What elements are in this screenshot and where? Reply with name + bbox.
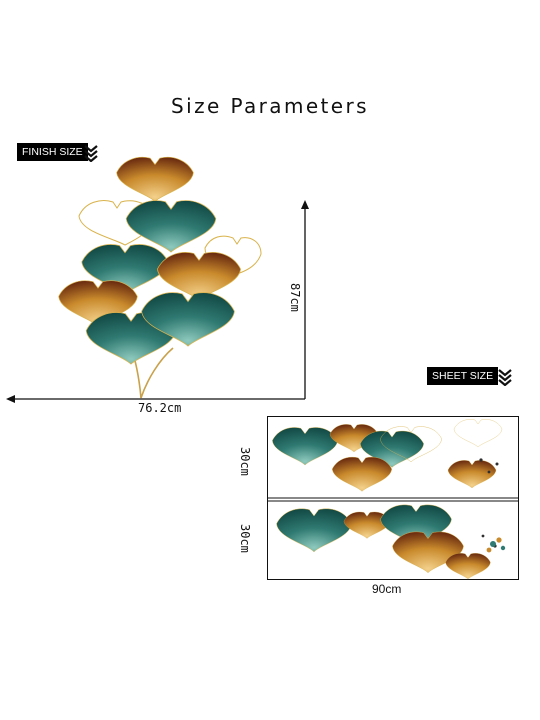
sticker-sheet xyxy=(267,416,519,580)
small-flower-sticker xyxy=(486,537,506,553)
sheet-height-top-label: 30cm xyxy=(238,447,252,476)
arrow-left-icon xyxy=(6,395,15,403)
sheet-size-tag: SHEET SIZE xyxy=(427,367,499,385)
chevron-down-double-icon xyxy=(84,145,98,162)
finish-width-label: 76.2cm xyxy=(138,401,182,415)
page-title: Size Parameters xyxy=(171,94,369,118)
finish-dimension-arrows xyxy=(6,200,309,403)
sheet-width-label: 90cm xyxy=(372,582,402,596)
finish-size-tag: FINISH SIZE xyxy=(17,143,88,161)
sheet-height-bottom-label: 30cm xyxy=(238,524,252,553)
ginkgo-finished-artwork xyxy=(58,156,262,399)
finish-height-label: 87cm xyxy=(288,283,302,312)
chevron-down-double-icon xyxy=(498,369,512,386)
arrow-up-icon xyxy=(301,200,309,209)
